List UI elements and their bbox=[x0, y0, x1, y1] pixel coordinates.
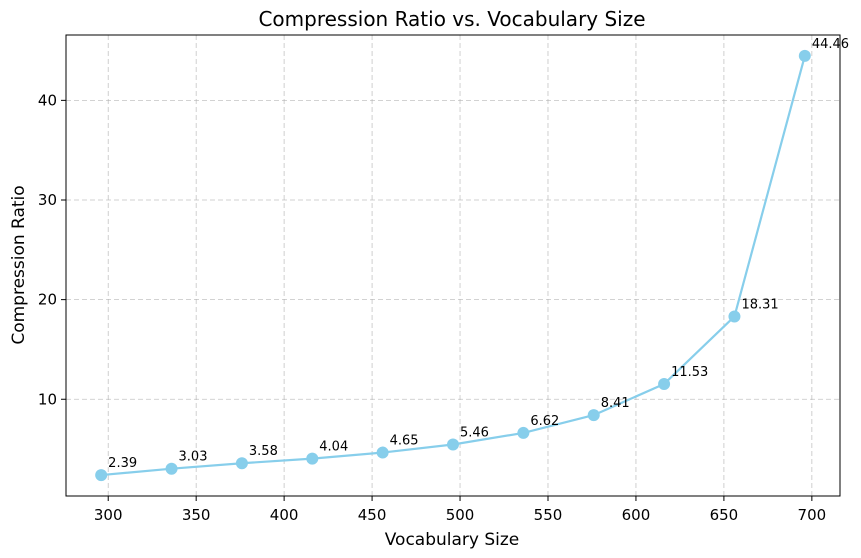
x-tick-label: 550 bbox=[534, 506, 563, 524]
x-tick-label: 400 bbox=[270, 506, 299, 524]
x-tick-label: 450 bbox=[358, 506, 387, 524]
data-label: 8.41 bbox=[601, 396, 630, 411]
grid-lines bbox=[66, 35, 840, 496]
y-axis: 10 20 30 40 bbox=[38, 91, 66, 408]
data-label: 11.53 bbox=[671, 365, 708, 380]
data-point bbox=[447, 438, 459, 451]
y-tick-label: 30 bbox=[38, 191, 57, 209]
data-point bbox=[306, 452, 319, 465]
x-tick-label: 350 bbox=[182, 506, 211, 524]
y-tick-label: 10 bbox=[38, 390, 57, 408]
x-tick-label: 650 bbox=[710, 506, 739, 524]
data-label: 44.46 bbox=[812, 37, 849, 52]
data-label: 4.65 bbox=[390, 434, 419, 449]
y-tick-label: 40 bbox=[38, 91, 57, 109]
data-label: 3.03 bbox=[179, 450, 208, 465]
series-line bbox=[101, 55, 806, 477]
data-point bbox=[728, 310, 741, 323]
plot-area bbox=[65, 34, 841, 497]
x-axis: 300 350 400 450 500 550 600 650 700 bbox=[94, 496, 826, 524]
data-point bbox=[658, 378, 671, 391]
data-point bbox=[587, 409, 600, 422]
y-axis-label: Compression Ratio bbox=[9, 185, 29, 344]
chart-title: Compression Ratio vs. Vocabulary Size bbox=[258, 7, 645, 31]
data-labels: 2.39 3.03 3.58 4.04 4.65 5.46 6.62 8.41 11.53 18.… bbox=[108, 37, 849, 471]
x-tick-label: 700 bbox=[798, 506, 827, 524]
data-label: 4.04 bbox=[319, 440, 348, 455]
data-label: 2.39 bbox=[108, 456, 137, 471]
x-tick-label: 300 bbox=[94, 506, 123, 524]
data-point bbox=[517, 426, 530, 439]
data-point bbox=[95, 469, 108, 482]
x-tick-label: 600 bbox=[622, 506, 651, 524]
data-label: 5.46 bbox=[460, 425, 489, 440]
data-series bbox=[95, 49, 811, 482]
x-axis-label: Vocabulary Size bbox=[385, 530, 520, 550]
data-point bbox=[165, 462, 178, 475]
data-point bbox=[376, 446, 389, 459]
x-tick-label: 500 bbox=[446, 506, 475, 524]
data-label: 3.58 bbox=[249, 444, 278, 459]
data-point bbox=[798, 49, 811, 62]
data-point bbox=[235, 457, 248, 470]
data-label: 6.62 bbox=[530, 414, 559, 429]
data-label: 18.31 bbox=[741, 297, 778, 312]
y-tick-label: 20 bbox=[38, 291, 57, 309]
